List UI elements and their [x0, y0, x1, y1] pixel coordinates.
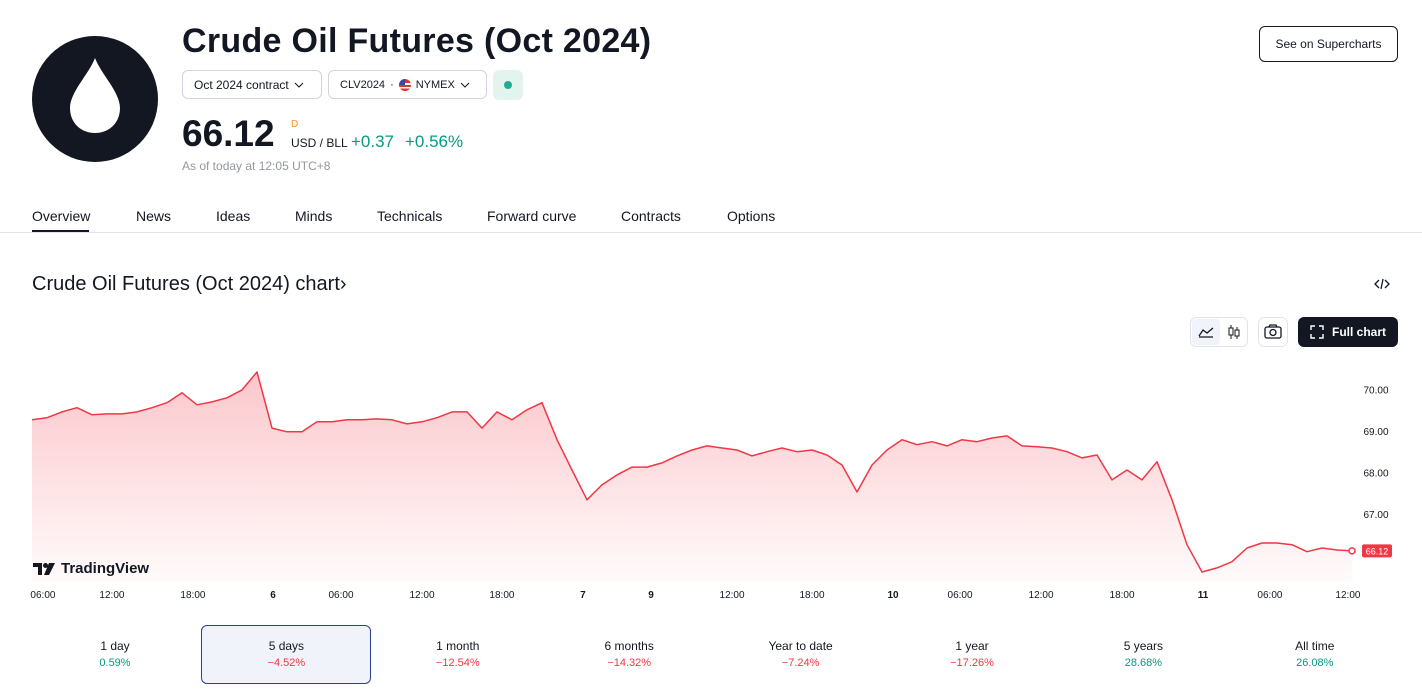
- x-tick-label: 18:00: [489, 590, 514, 601]
- period-label: 5 days: [268, 639, 305, 653]
- x-tick-label: 12:00: [409, 590, 434, 601]
- expand-icon: [1310, 325, 1324, 339]
- separator: ·: [390, 78, 394, 91]
- divider: [0, 232, 1422, 233]
- x-tick-label: 9: [648, 590, 654, 601]
- exchange: NYMEX: [415, 78, 455, 91]
- market-status[interactable]: [493, 70, 523, 100]
- y-tick-label: 67.00: [1363, 510, 1388, 521]
- candle-style-button[interactable]: [1222, 319, 1246, 345]
- period-button[interactable]: 1 month −12.54%: [373, 625, 543, 684]
- chart-title-arrow: ›: [339, 273, 347, 295]
- period-button[interactable]: 1 year −17.26%: [887, 625, 1057, 684]
- period-change: −12.54%: [435, 657, 480, 669]
- x-tick-label: 12:00: [1335, 590, 1360, 601]
- period-button[interactable]: 1 day 0.59%: [30, 625, 200, 684]
- tab[interactable]: News: [136, 208, 172, 224]
- chevron: [460, 82, 470, 88]
- title: Crude Oil Futures (Oct 2024): [182, 22, 652, 60]
- logo: [32, 36, 158, 162]
- area-style-button[interactable]: [1192, 319, 1220, 345]
- area: [32, 372, 1352, 582]
- period-button[interactable]: Year to date −7.24%: [716, 625, 886, 684]
- chart-title[interactable]: Crude Oil Futures (Oct 2024) chart›: [32, 273, 347, 296]
- x-tick-label: 18:00: [180, 590, 205, 601]
- tab[interactable]: Contracts: [621, 208, 681, 224]
- y-tick-label: 69.00: [1363, 427, 1388, 438]
- x-tick-label: 18:00: [799, 590, 824, 601]
- watermark-text: TradingView: [61, 560, 150, 577]
- x-tick-label: 12:00: [99, 590, 124, 601]
- x-tick-label: 06:00: [1257, 590, 1282, 601]
- x-tick-label: 06:00: [948, 590, 973, 601]
- chart: 67.00 68.00 69.00 70.00 06:00 12:00 18:00 6 06:0…: [30, 371, 1392, 601]
- period-change: 28.68%: [1124, 657, 1163, 669]
- symbol: CLV2024: [340, 78, 386, 91]
- symbol-select[interactable]: CLV2024 · NYMEX: [328, 70, 487, 99]
- chart-title-text: Crude Oil Futures (Oct 2024) chart: [32, 273, 340, 295]
- period-label: 1 year: [955, 639, 989, 653]
- watermark: TradingView: [33, 560, 149, 577]
- tab[interactable]: Overview: [32, 208, 91, 224]
- period-change: 26.08%: [1296, 657, 1334, 669]
- period-label: 5 years: [1123, 639, 1164, 653]
- y-tick-label: 70.00: [1363, 385, 1388, 396]
- tab[interactable]: Options: [727, 208, 776, 224]
- price-tag: [1362, 544, 1392, 558]
- x-tick-label: 12:00: [1029, 590, 1054, 601]
- period-label: 1 day: [100, 639, 130, 653]
- period-button[interactable]: 6 months −14.32%: [544, 625, 714, 684]
- change-percent: +0.56%: [405, 132, 464, 151]
- snapshot-button[interactable]: [1258, 317, 1288, 347]
- full-chart-button[interactable]: Full chart: [1298, 317, 1398, 347]
- tab[interactable]: Ideas: [216, 208, 251, 224]
- period-change: −14.32%: [607, 657, 652, 669]
- x-tick-label: 11: [1198, 590, 1209, 601]
- period-change: −4.52%: [267, 657, 306, 669]
- period-label: 1 month: [436, 639, 480, 653]
- y-tick-label: 68.00: [1363, 468, 1388, 479]
- chart-style-group: [1190, 317, 1248, 347]
- chevron: [294, 82, 304, 88]
- period-label: All time: [1295, 639, 1335, 653]
- tab-underline: [32, 230, 89, 233]
- status-dot: [504, 81, 512, 89]
- tab[interactable]: Minds: [295, 208, 333, 224]
- period-change: −7.24%: [781, 657, 820, 669]
- x-tick-label: 18:00: [1110, 590, 1135, 601]
- x-tick-label: 06:00: [328, 590, 353, 601]
- x-tick-label: 12:00: [720, 590, 745, 601]
- x-tick-label: 06:00: [30, 590, 55, 601]
- period-button[interactable]: 5 days −4.52%: [201, 625, 372, 684]
- supercharts-button[interactable]: See on Supercharts: [1259, 26, 1398, 62]
- contract-select[interactable]: Oct 2024 contract: [182, 70, 322, 99]
- period-change: −17.26%: [950, 657, 994, 669]
- period-button[interactable]: All time 26.08%: [1230, 625, 1400, 684]
- x-tick-label: 10: [887, 590, 899, 601]
- price-tag-label: 66.12: [1366, 546, 1389, 556]
- x-tick-label: 6: [270, 590, 276, 601]
- period-label: Year to date: [768, 639, 833, 653]
- period-change: 0.59%: [99, 657, 131, 669]
- price-flag: D: [291, 119, 299, 130]
- line: [31, 371, 1353, 573]
- change: +0.37: [351, 132, 395, 151]
- period-button[interactable]: 5 years 28.68%: [1058, 625, 1228, 684]
- period-label: 6 months: [604, 639, 654, 653]
- price: 66.12: [182, 113, 275, 154]
- last-point: [1348, 547, 1356, 555]
- as-of: As of today at 12:05 UTC+8: [182, 159, 331, 173]
- x-tick-label: 7: [580, 590, 586, 601]
- tab[interactable]: Technicals: [377, 208, 443, 224]
- unit: USD / BLL: [291, 136, 348, 150]
- contract: Oct 2024 contract: [194, 77, 289, 92]
- flag: [398, 78, 411, 91]
- tab[interactable]: Forward curve: [487, 208, 577, 224]
- full-chart-label: Full chart: [1331, 325, 1386, 339]
- watermark-logo: [33, 562, 55, 575]
- embed-icon[interactable]: [1374, 277, 1390, 291]
